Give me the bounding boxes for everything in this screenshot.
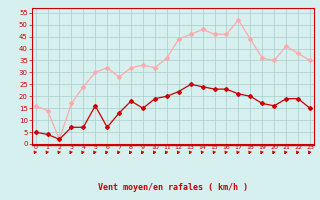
Text: Vent moyen/en rafales ( km/h ): Vent moyen/en rafales ( km/h ) xyxy=(98,183,248,192)
